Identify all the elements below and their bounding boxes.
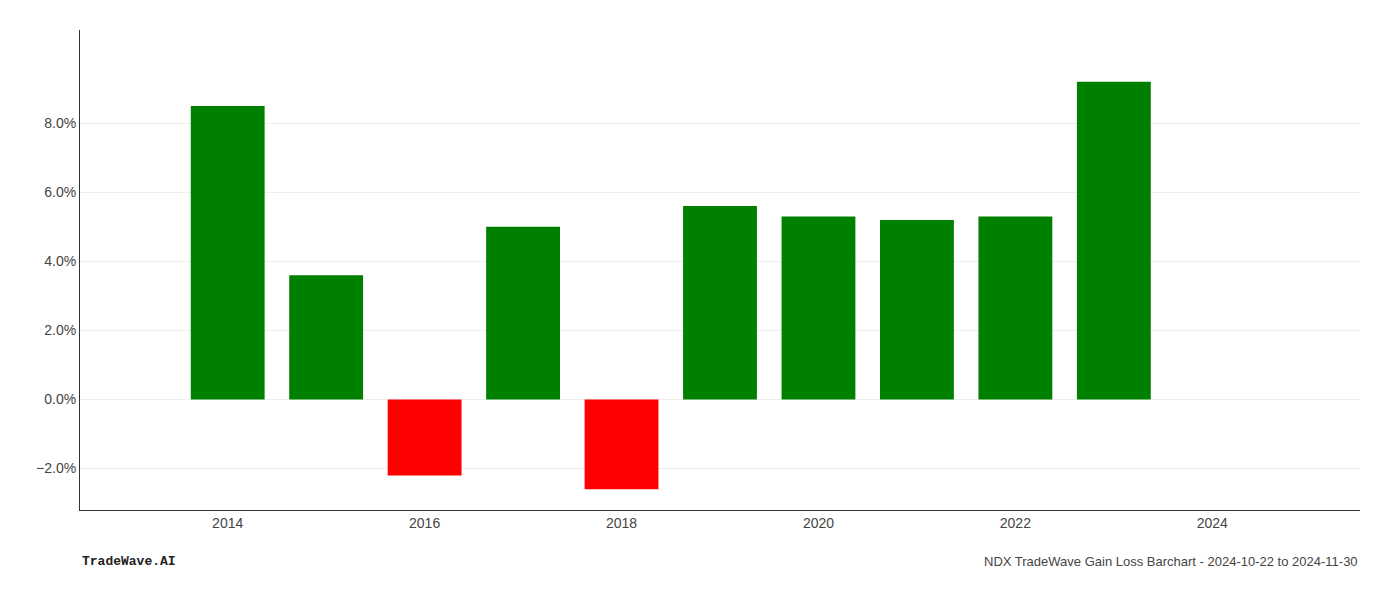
svg-text:2.0%: 2.0% (44, 322, 76, 338)
svg-text:2024: 2024 (1197, 515, 1228, 531)
svg-text:2014: 2014 (212, 515, 243, 531)
svg-text:2022: 2022 (1000, 515, 1031, 531)
svg-text:2018: 2018 (606, 515, 637, 531)
svg-text:NDX TradeWave Gain Loss Barcha: NDX TradeWave Gain Loss Barchart - 2024-… (984, 554, 1358, 569)
svg-text:−2.0%: −2.0% (36, 460, 76, 476)
svg-text:TradeWave.AI: TradeWave.AI (82, 554, 176, 569)
svg-text:2016: 2016 (409, 515, 440, 531)
svg-text:2020: 2020 (803, 515, 834, 531)
svg-text:8.0%: 8.0% (44, 115, 76, 131)
svg-text:4.0%: 4.0% (44, 253, 76, 269)
svg-text:0.0%: 0.0% (44, 391, 76, 407)
svg-text:6.0%: 6.0% (44, 184, 76, 200)
